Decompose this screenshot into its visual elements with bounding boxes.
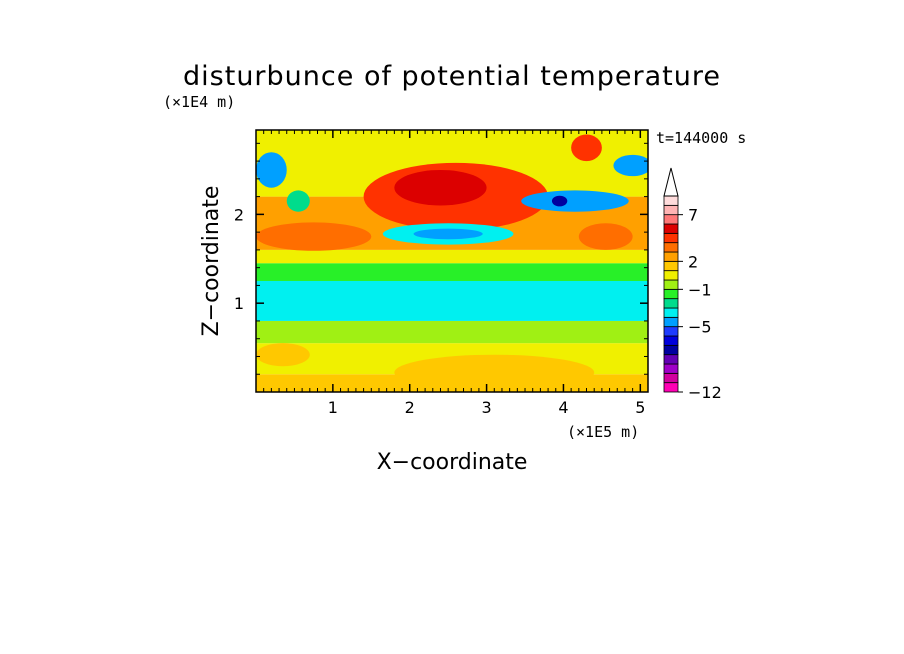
contour-feature-8	[521, 190, 629, 212]
colorbar-segment-4	[663, 344, 679, 356]
colorbar-segment-5	[663, 335, 679, 346]
contour-feature-11	[571, 134, 602, 162]
y-tick-label-1: 1	[234, 294, 244, 313]
colorbar-segment-17	[663, 223, 679, 234]
colorbar-segment-20	[663, 195, 679, 206]
x-axis-label: X−coordinate	[377, 450, 528, 475]
colorbar-segment-16	[663, 232, 679, 244]
colorbar-segment-3	[663, 354, 679, 365]
colorbar-segment-18	[663, 214, 679, 225]
contour-band-3	[256, 280, 648, 321]
colorbar-segment-12	[663, 270, 679, 281]
contour-feature-10	[613, 154, 648, 177]
x-tick-label-2: 2	[405, 398, 415, 417]
x-tick-label-1: 1	[328, 398, 338, 417]
colorbar-segment-9	[663, 298, 679, 309]
colorbar-segment-6	[663, 326, 679, 337]
colorbar-max-arrow	[663, 167, 679, 197]
colorbar-segment-8	[663, 307, 679, 318]
x-unit-label: (×1E5 m)	[567, 423, 639, 441]
colorbar-label: −5	[688, 318, 712, 337]
contour-band-2	[256, 320, 648, 344]
contour-feature-7	[578, 223, 633, 250]
colorbar-label: 7	[688, 206, 698, 225]
colorbar-segment-15	[663, 242, 679, 253]
colorbar-label: 2	[688, 252, 698, 271]
chart-title: disturbunce of potential temperature	[183, 61, 721, 92]
colorbar-segment-11	[663, 279, 679, 290]
contour-feature-5	[256, 152, 287, 188]
colorbar-label: −12	[688, 383, 722, 402]
contour-feature-3	[413, 228, 483, 240]
contour-feature-4	[256, 222, 372, 251]
colorbar-segment-14	[663, 251, 679, 262]
time-label: t=144000 s	[656, 129, 746, 147]
colorbar-segment-13	[663, 260, 679, 272]
x-tick-label-3: 3	[481, 398, 491, 417]
colorbar-segment-1	[663, 372, 679, 384]
y-unit-label: (×1E4 m)	[163, 93, 235, 111]
x-axis: 1 2 3 4 5	[263, 130, 649, 417]
x-tick-label-5: 5	[635, 398, 645, 417]
colorbar: 7 2 −1 −5 −12	[663, 167, 722, 402]
colorbar-label: −1	[688, 280, 712, 299]
contour-band-4	[256, 263, 648, 281]
contour-feature-13	[256, 343, 310, 367]
y-axis-label: Z−coordinate	[199, 186, 224, 337]
colorbar-segment-10	[663, 288, 679, 300]
y-axis: 12	[234, 142, 648, 375]
colorbar-segment-0	[663, 382, 679, 393]
y-tick-label-2: 2	[234, 205, 244, 224]
contour-feature-9	[551, 195, 568, 207]
contour-feature-6	[286, 190, 310, 212]
plot-area	[256, 130, 648, 392]
x-tick-label-4: 4	[558, 398, 568, 417]
plot-frame	[255, 129, 649, 393]
contour-feature-12	[394, 354, 595, 391]
contour-feature-1	[394, 169, 487, 206]
colorbar-segment-2	[663, 363, 679, 374]
colorbar-segment-19	[663, 204, 679, 216]
contour-band-5	[256, 249, 648, 264]
colorbar-segment-7	[663, 316, 679, 328]
